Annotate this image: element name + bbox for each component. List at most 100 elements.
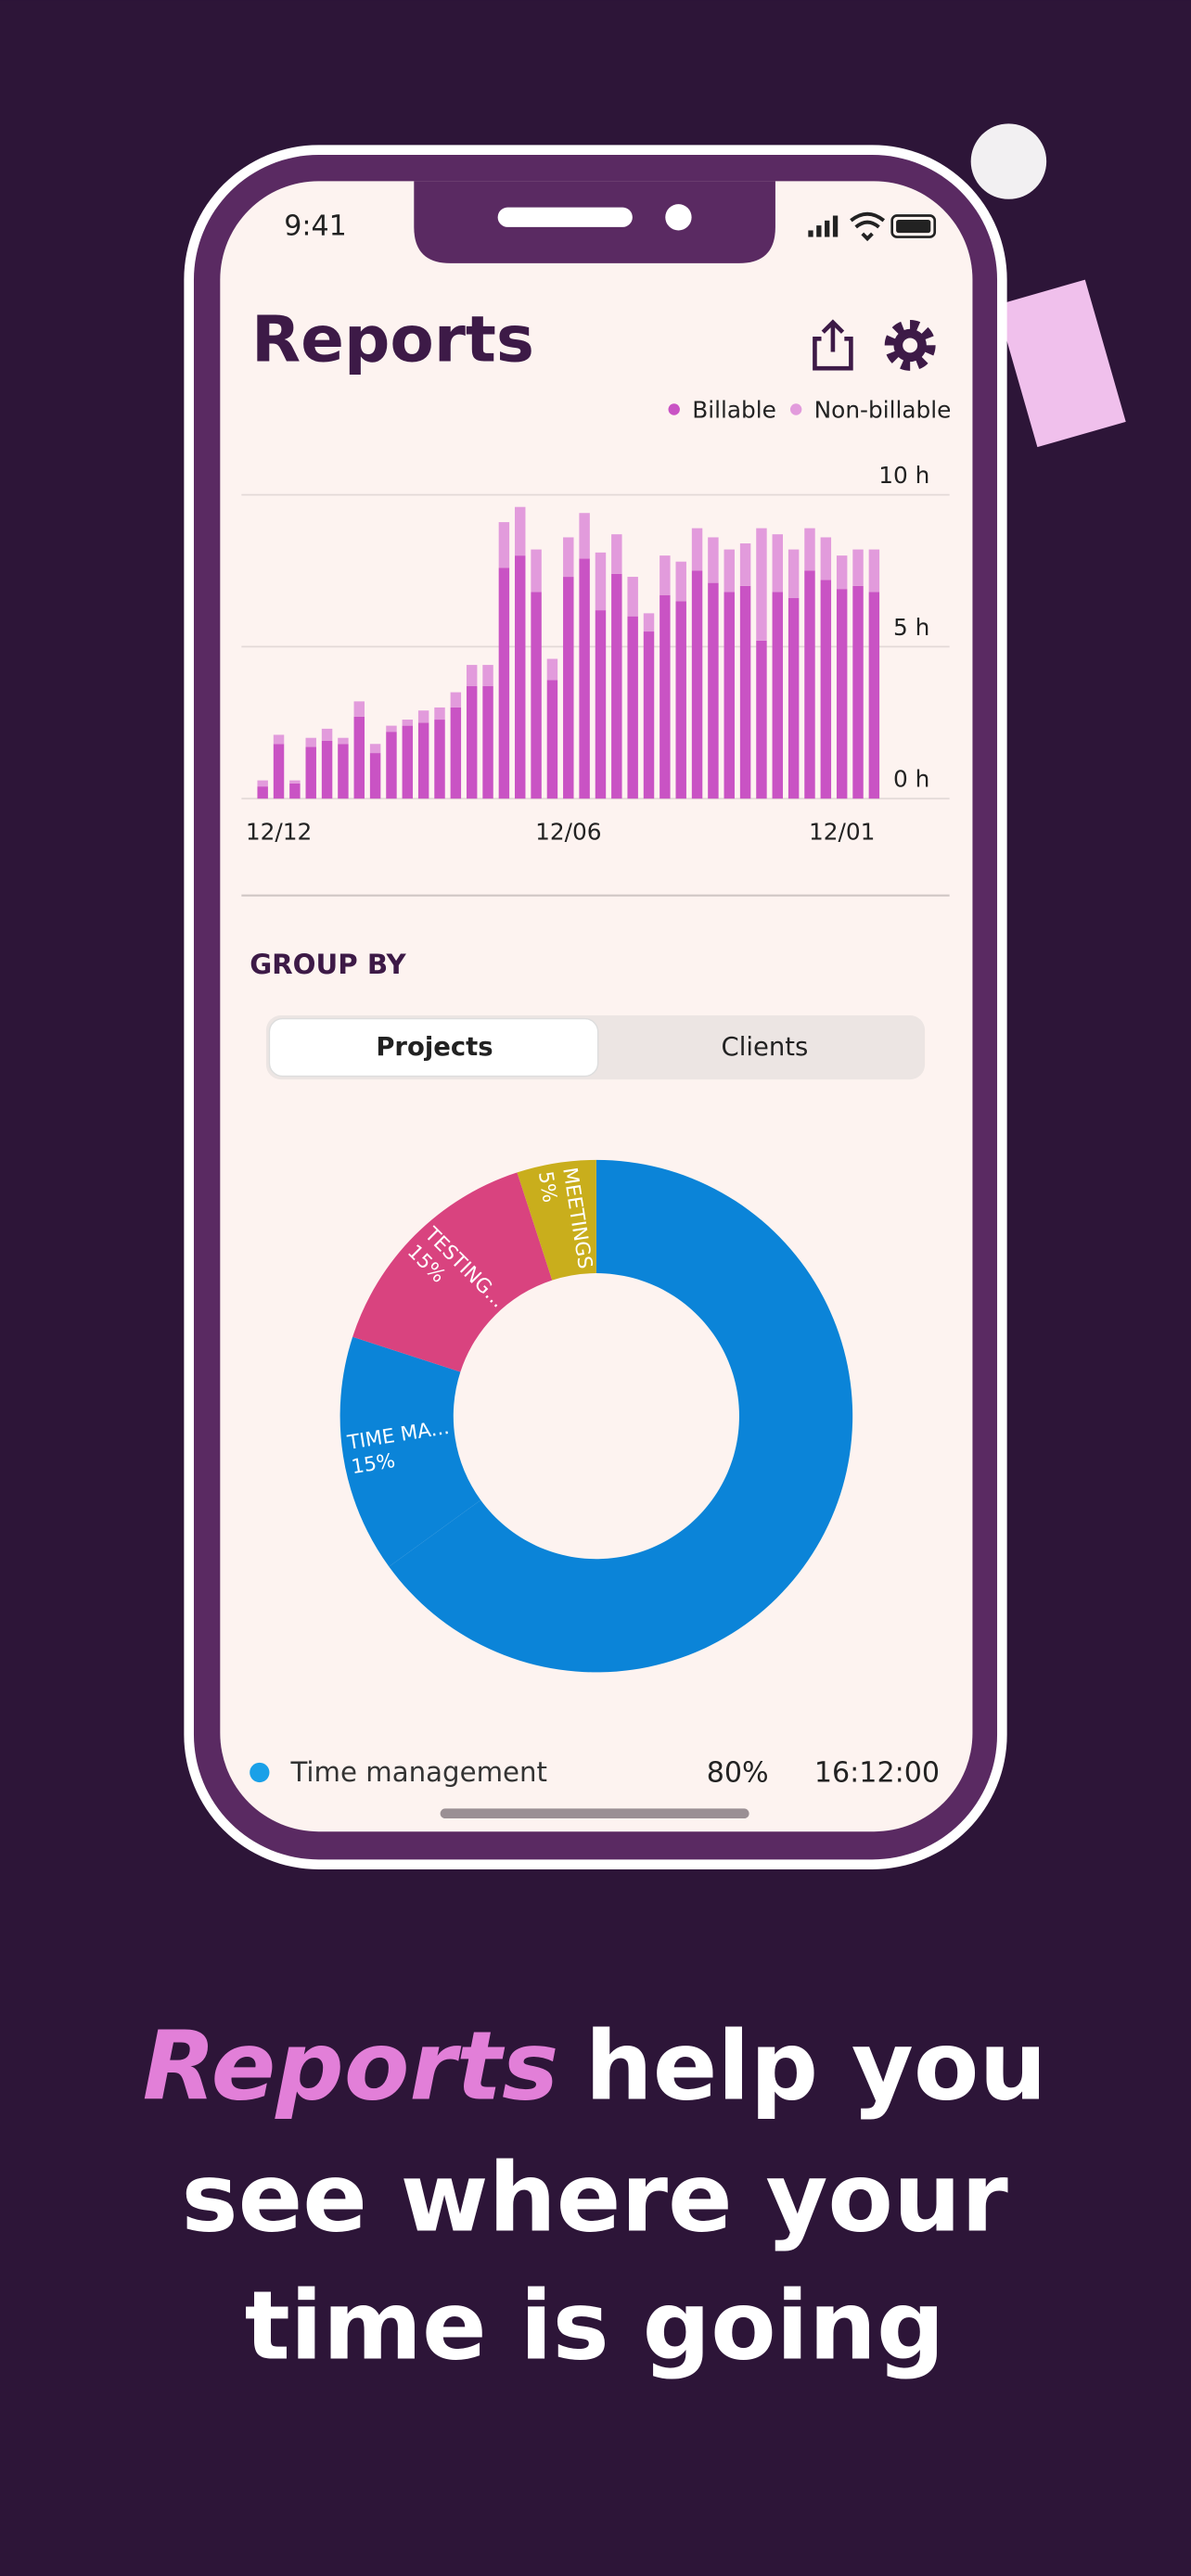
tagline-line: see where your [181,2144,1008,2254]
page-title: Reports [251,303,534,377]
donut-slice [389,1159,853,1673]
bar-segment [321,728,333,741]
bar-segment [450,707,462,799]
legend-dot [668,403,680,415]
bar-segment [756,528,767,641]
slice-value: 5% [533,1169,561,1204]
bar-segment [836,589,848,799]
speaker [497,207,633,227]
bar-segment [595,610,607,799]
group-by-label: GROUP BY [250,949,406,980]
legend-dot [789,403,802,415]
y-tick-label: 5 h [893,614,929,641]
x-tick-label: 12/06 [535,818,601,845]
camera [665,204,692,231]
bar-segment [466,665,478,687]
bar-segment [579,558,590,799]
segment-option[interactable]: Clients [722,1033,809,1062]
bar-segment [369,753,381,799]
y-tick-label: 0 h [893,766,929,793]
tagline-text: help you [585,2012,1047,2123]
bar-segment [675,561,686,602]
bar-segment [836,555,848,590]
sticky-note [996,279,1126,448]
x-tick-label: 12/12 [246,818,312,845]
bar-segment [417,722,429,799]
summary-name: Time management [289,1756,547,1788]
tagline-line: time is going [245,2272,945,2382]
bar-segment [756,640,767,799]
donut-slice [352,1172,553,1372]
bar-segment [305,737,316,747]
bar-segment [643,631,655,799]
donut-slice [339,1336,481,1567]
bar-segment [289,783,301,799]
settings-button[interactable] [884,319,936,371]
bar-segment [611,573,622,799]
bar-segment [691,570,703,799]
legend-label: Billable [692,396,776,423]
tagline: Reports help you see where your time is goi… [143,2012,1047,2382]
bar-segment [820,537,832,580]
bar-segment [515,555,526,799]
bar-segment [691,528,703,571]
bar-segment [434,720,445,799]
bar-segment [579,513,590,559]
bar-segment [515,506,526,556]
bar-segment [466,686,478,799]
battery-level [896,219,931,234]
bar-segment [595,552,607,611]
bar-segment [563,537,574,578]
bar-segment [546,658,558,681]
bar-segment [724,549,735,593]
bar-segment [386,725,397,733]
bar-segment [724,592,735,799]
bar-segment [852,549,864,586]
x-tick-label: 12/01 [809,818,875,845]
bar-segment [273,734,285,745]
summary-percent: 80% [707,1757,769,1790]
share-button[interactable] [813,319,853,371]
bar-segment [804,528,815,571]
bar-segment [482,686,493,799]
bar-segment [369,744,381,754]
bar-segment [434,707,445,721]
signal-icon [808,215,839,237]
bar-segment [531,549,542,593]
segment-option[interactable]: Projects [376,1033,493,1062]
bar-segment [321,740,333,799]
bar-segment [708,537,719,583]
tagline-highlight: Reports [143,2012,559,2123]
bar-segment [273,744,285,799]
bar-segment [660,594,671,799]
bar-segment [788,549,800,598]
bar-segment [482,665,493,687]
decor-circle [970,123,1047,199]
bar-segment [772,534,784,593]
donut-slice [517,1159,596,1281]
bar-segment [338,737,349,745]
bar-segment [417,710,429,723]
bar-segment [788,597,800,799]
bar-segment [627,577,638,617]
bar-segment [820,580,832,799]
tagline-line: Reports help you [143,2012,1047,2123]
segment-selected[interactable] [268,1017,599,1078]
bar-segment [257,786,268,799]
bar-segment [772,592,784,799]
bar-segment [643,613,655,632]
bar-segment [257,780,268,787]
bar-segment [739,543,751,586]
bar-segment [708,582,719,799]
bar-segment [546,680,558,799]
battery-icon [890,214,937,238]
bar-segment [402,720,414,726]
home-indicator [440,1808,749,1819]
bar-segment [305,746,316,799]
bar-segment [852,585,864,799]
bar-segment [386,732,397,799]
bar-segment [739,585,751,799]
bar-segment [611,534,622,574]
bar-segment [498,567,510,799]
